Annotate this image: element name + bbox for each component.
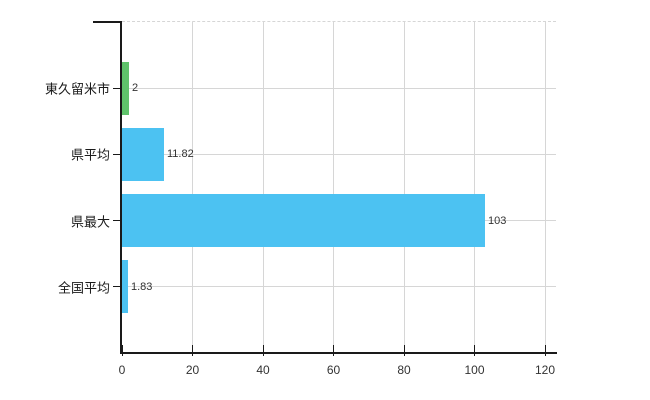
- value-label: 103: [488, 214, 507, 227]
- x-axis-tick: [333, 345, 334, 356]
- x-gridline: [474, 22, 475, 353]
- x-gridline: [262, 22, 264, 353]
- x-axis-tick: [192, 345, 193, 356]
- x-axis-tick: [544, 345, 546, 356]
- x-axis-tick: [474, 345, 475, 356]
- plot-top-border: [122, 21, 556, 22]
- x-gridline: [192, 22, 193, 353]
- x-axis-tick-label: 0: [118, 363, 126, 377]
- x-axis-tick-label: 20: [185, 363, 200, 377]
- category-label: 東久留米市: [44, 81, 110, 97]
- x-axis-tick-label: 60: [326, 363, 341, 377]
- x-gridline: [544, 22, 546, 353]
- x-axis-tick-label: 40: [256, 363, 270, 377]
- bar: [122, 194, 485, 247]
- x-axis-tick: [121, 345, 123, 356]
- bar: [122, 128, 164, 181]
- x-axis-tick: [262, 345, 264, 356]
- x-gridline: [333, 22, 334, 353]
- x-axis-tick-label: 120: [534, 363, 556, 377]
- category-gridline: [122, 87, 556, 89]
- x-axis-tick: [403, 345, 405, 356]
- y-axis-top-cap: [93, 21, 122, 23]
- category-label: 県平均: [70, 147, 110, 163]
- category-label: 県最大: [70, 214, 110, 230]
- y-axis-line: [120, 22, 122, 353]
- y-axis-tick: [113, 286, 122, 288]
- x-axis-line: [120, 352, 557, 354]
- value-label: 11.82: [167, 148, 194, 161]
- y-axis-tick: [113, 87, 122, 89]
- bar: [122, 62, 129, 115]
- category-label: 全国平均: [57, 280, 110, 296]
- category-gridline: [122, 153, 556, 155]
- bar: [122, 260, 128, 313]
- x-gridline: [403, 22, 405, 353]
- y-axis-tick: [113, 153, 122, 155]
- x-axis-tick-label: 80: [397, 363, 411, 377]
- category-gridline: [122, 286, 556, 288]
- value-label: 2: [132, 82, 139, 95]
- value-label: 1.83: [131, 280, 153, 293]
- y-axis-tick: [113, 220, 122, 222]
- x-axis-tick-label: 100: [464, 363, 485, 377]
